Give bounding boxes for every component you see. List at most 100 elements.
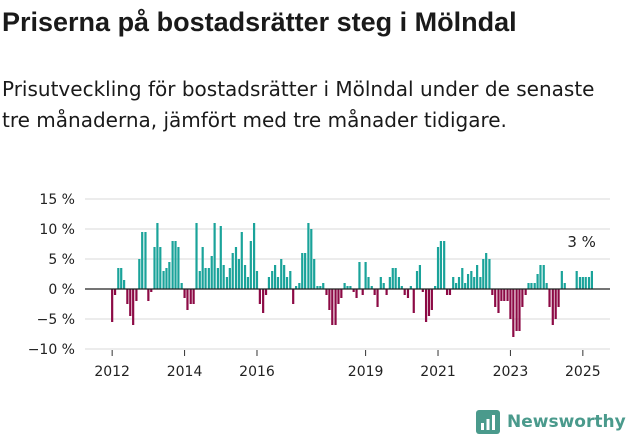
x-tick-label: 2023: [493, 364, 529, 380]
positive-bar: [304, 253, 307, 289]
negative-bar: [509, 289, 512, 319]
latest-value-label: 3 %: [567, 233, 596, 251]
positive-bar: [545, 283, 548, 289]
negative-bar: [512, 289, 515, 337]
positive-bar: [379, 277, 382, 289]
positive-bar: [418, 265, 422, 289]
bar-chart-logo-icon: [476, 410, 500, 434]
positive-bar: [117, 268, 120, 289]
positive-bar: [168, 262, 171, 289]
positive-bar: [476, 265, 479, 289]
positive-bar: [590, 271, 593, 289]
negative-bar: [494, 289, 497, 307]
positive-bar: [285, 277, 289, 289]
positive-bar: [210, 256, 213, 289]
negative-bar: [385, 289, 388, 295]
negative-bar: [448, 289, 452, 295]
negative-bar: [506, 289, 509, 301]
x-tick-label: 2025: [565, 364, 601, 380]
positive-bar: [343, 283, 346, 289]
positive-bar: [533, 283, 536, 289]
negative-bar: [352, 289, 355, 292]
negative-bar: [126, 289, 129, 304]
negative-bar: [337, 289, 340, 304]
positive-bar: [141, 232, 144, 289]
positive-bar: [488, 259, 491, 289]
positive-bar: [301, 253, 304, 289]
chart-subtitle: Prisutveckling för bostadsrätter i Mölnd…: [2, 77, 595, 132]
bar-chart: 15 % 10 % 5 % 0 % −5 % −10 % 2012 2014 2016 2019 2…: [28, 192, 610, 380]
negative-bar: [183, 289, 186, 298]
positive-bar: [234, 247, 238, 289]
chart-title: Priserna på bostadsrätter steg i Mölndal: [2, 7, 517, 37]
negative-bar: [521, 289, 524, 307]
positive-bar: [434, 286, 437, 289]
positive-bar: [159, 247, 162, 289]
positive-bar: [584, 277, 587, 289]
positive-bar: [289, 271, 292, 289]
positive-bar: [530, 283, 533, 289]
positive-bar: [162, 271, 165, 289]
negative-bar: [406, 289, 410, 298]
positive-bar: [246, 277, 250, 289]
negative-bar: [500, 289, 503, 301]
positive-bar: [536, 274, 539, 289]
positive-bar: [280, 259, 283, 289]
positive-bar: [382, 283, 385, 289]
negative-bar: [150, 289, 153, 292]
positive-bar: [470, 271, 473, 289]
negative-bar: [445, 289, 449, 295]
positive-bar: [271, 271, 274, 289]
positive-bar: [457, 277, 461, 289]
negative-bar: [111, 289, 114, 322]
positive-bar: [144, 232, 147, 289]
positive-bar: [473, 277, 476, 289]
negative-bar: [548, 289, 551, 307]
positive-bar: [575, 271, 578, 289]
positive-bar: [273, 265, 277, 289]
negative-bar: [430, 289, 433, 310]
negative-bar: [192, 289, 195, 304]
positive-bar: [156, 223, 159, 289]
positive-bar: [415, 271, 419, 289]
negative-bar: [147, 289, 150, 301]
positive-bar: [319, 286, 322, 289]
positive-bar: [177, 247, 180, 289]
positive-bar: [464, 283, 467, 289]
negative-bar: [515, 289, 518, 331]
positive-bar: [587, 277, 591, 289]
positive-bar: [539, 265, 542, 289]
negative-bar: [524, 289, 527, 295]
negative-bar: [258, 289, 261, 304]
positive-bar: [349, 286, 352, 289]
positive-bar: [216, 268, 219, 289]
negative-bar: [557, 289, 560, 307]
negative-bar: [331, 289, 334, 325]
y-tick-label: 15 %: [39, 192, 75, 208]
positive-bar: [367, 277, 370, 289]
positive-bar: [364, 262, 367, 289]
negative-bar: [373, 289, 376, 295]
positive-bar: [560, 271, 563, 289]
positive-bar: [219, 226, 222, 289]
positive-bar: [180, 283, 183, 289]
positive-bar: [310, 229, 313, 289]
negative-bar: [186, 289, 189, 310]
positive-bar: [394, 268, 397, 289]
positive-bar: [578, 277, 582, 289]
x-tick-label: 2021: [420, 364, 456, 380]
negative-bar: [129, 289, 132, 316]
positive-bar: [346, 286, 349, 289]
positive-bar: [207, 268, 210, 289]
negative-bar: [334, 289, 337, 325]
positive-bar: [358, 262, 361, 289]
positive-bar: [322, 283, 325, 289]
positive-bar: [542, 265, 545, 289]
positive-bar: [400, 286, 403, 289]
negative-bar: [264, 289, 268, 295]
positive-bar: [298, 283, 301, 289]
negative-bar: [325, 289, 328, 295]
positive-bar: [243, 265, 247, 289]
negative-bar: [340, 289, 343, 298]
positive-bar: [439, 241, 443, 289]
